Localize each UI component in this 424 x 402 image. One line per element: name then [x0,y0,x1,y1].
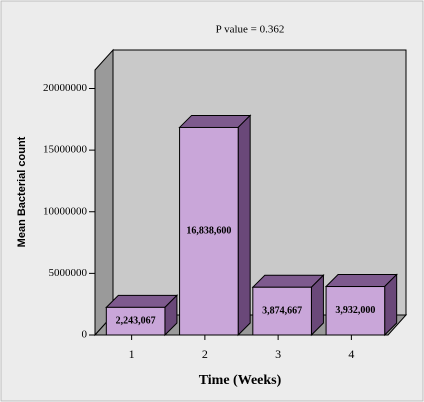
value-label: 3,932,000 [335,305,375,316]
bar-side [237,114,251,337]
x-tick-label: 4 [348,347,354,361]
value-label: 2,243,067 [116,315,156,326]
y-tick-label: 20000000 [43,82,88,94]
x-tick-label: 3 [275,347,281,361]
y-tick-label: 0 [82,329,88,341]
bar [179,126,239,336]
bar [105,306,166,336]
bar [325,286,386,336]
chart-title: P value = 0.362 [216,24,285,36]
x-tick-label: 1 [129,347,135,361]
y-axis-label: Mean Bacterial count [16,136,28,247]
value-label: 3,874,667 [262,305,302,316]
y-tick-label: 10000000 [43,205,88,217]
value-label: 16,838,600 [186,226,231,237]
y-tick-label: 15000000 [43,144,88,156]
bar [252,286,312,336]
side-wall [94,48,114,337]
x-axis-label: Time (Weeks) [199,373,282,388]
x-tick-label: 2 [202,347,208,361]
y-tick-label: 5000000 [49,267,88,279]
